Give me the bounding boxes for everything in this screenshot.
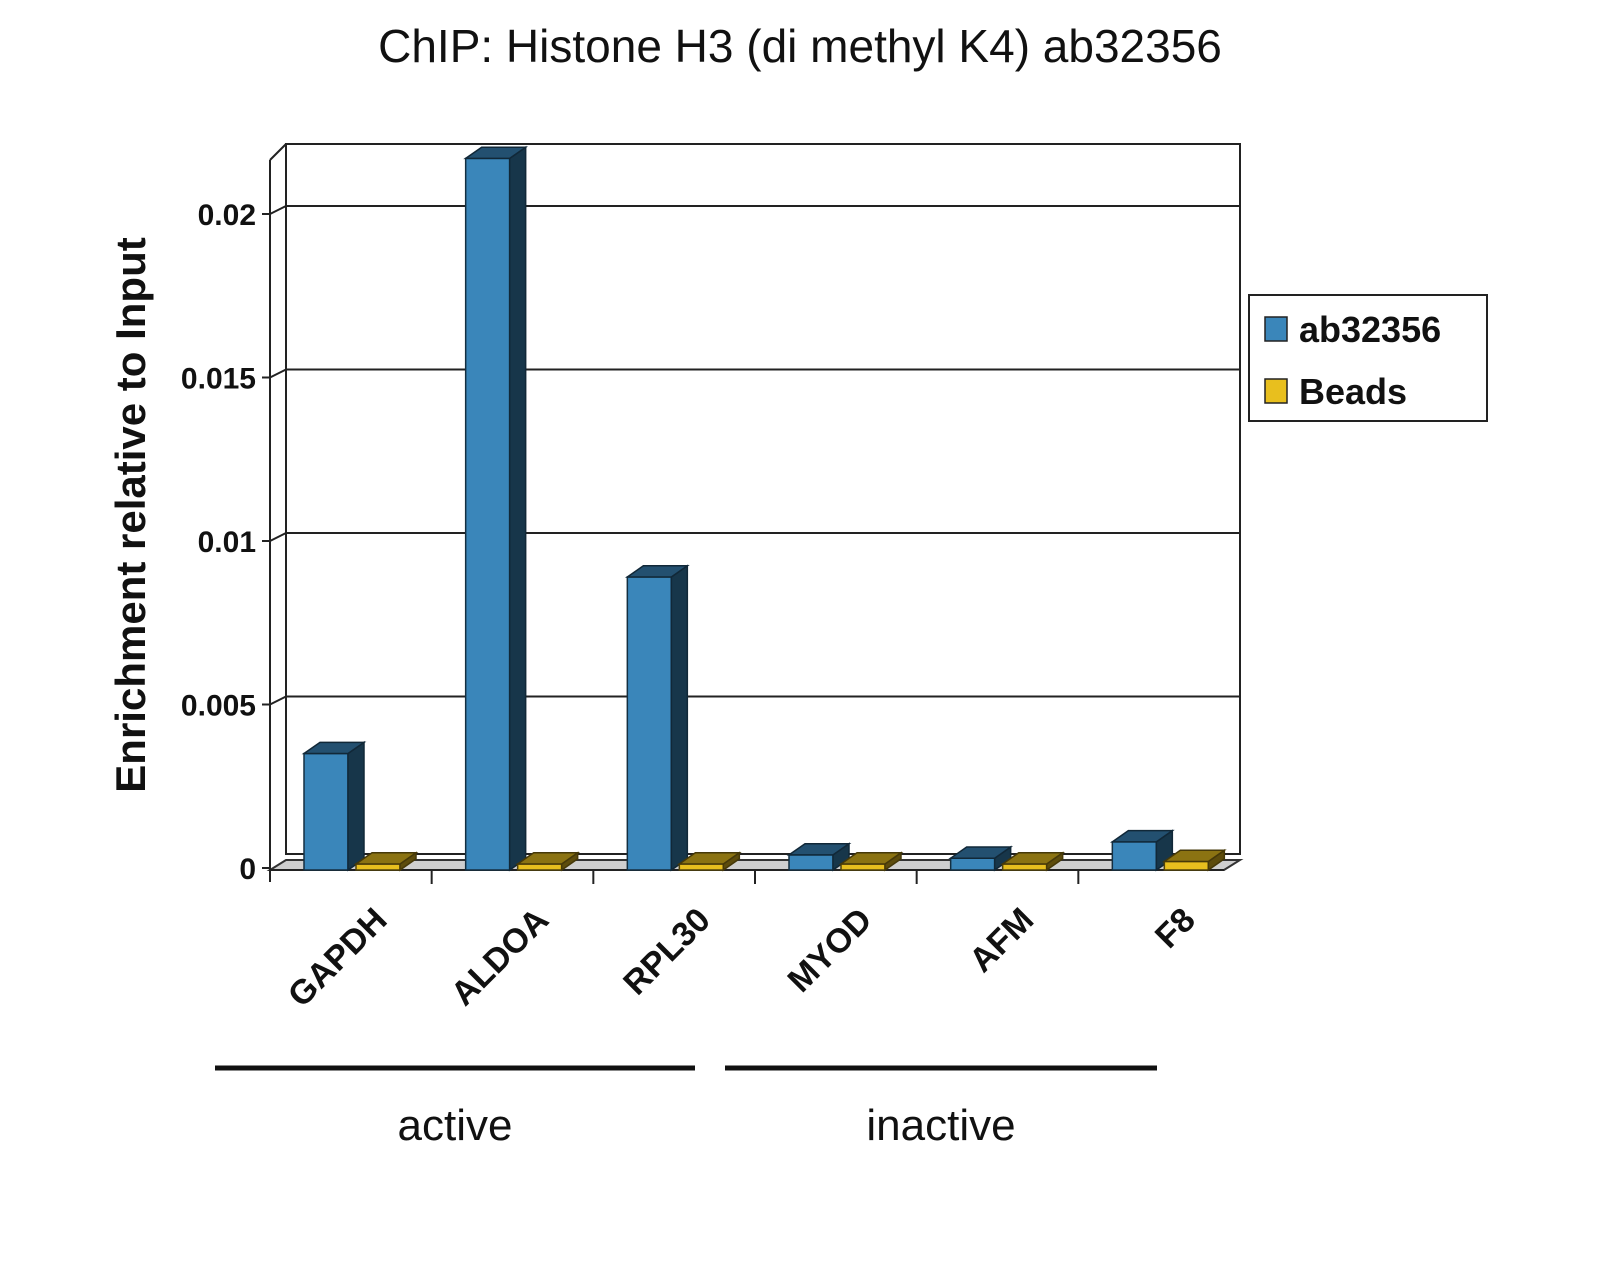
y-tick-label: 0.005: [181, 690, 256, 723]
bar-beads-myod: [838, 851, 904, 872]
plot-wall-corner: [269, 143, 287, 161]
bar-ab32356-afm-top: [948, 846, 1014, 859]
bar-ab32356-f8-front: [1111, 841, 1158, 871]
bar-beads-afm-top: [1000, 852, 1066, 865]
bar-ab32356-gapdh-side: [347, 740, 365, 872]
gridline-corner: [269, 532, 287, 542]
bar-ab32356-rpl30-side: [670, 564, 689, 872]
bar-ab32356-afm: [948, 845, 1014, 872]
bar-ab32356-aldoa: [463, 145, 529, 872]
bar-beads-afm: [1000, 851, 1066, 872]
x-tick-label: AFM: [962, 901, 1041, 980]
bar-beads-gapdh-top: [353, 852, 419, 865]
bar-ab32356-rpl30: [624, 564, 690, 872]
bar-beads-f8: [1161, 848, 1227, 872]
y-tick-label: 0.01: [198, 526, 256, 559]
bar-beads-aldoa-front: [516, 863, 563, 871]
bar-ab32356-aldoa-top: [463, 146, 529, 160]
bar-ab32356-myod: [786, 842, 852, 872]
bar-beads-gapdh: [353, 851, 419, 872]
x-tick-label: MYOD: [780, 901, 879, 1000]
bar-beads-rpl30-top: [676, 852, 742, 865]
group-label: active: [398, 1101, 513, 1150]
bar-ab32356-rpl30-front: [626, 576, 673, 871]
bar-beads-f8-top: [1161, 849, 1227, 863]
x-tick-label: ALDOA: [444, 901, 556, 1013]
legend-swatch: [1264, 378, 1288, 404]
legend-label: Beads: [1299, 371, 1407, 412]
bar-ab32356-aldoa-side: [508, 145, 527, 872]
bar-beads-rpl30-front: [678, 863, 725, 871]
gridline-corner: [269, 368, 287, 379]
bar-ab32356-gapdh: [301, 740, 367, 872]
plot-floor: [266, 859, 1244, 871]
bar-beads-rpl30: [676, 851, 742, 872]
x-tick-label: RPL30: [616, 901, 718, 1003]
bar-ab32356-myod-front: [788, 854, 834, 871]
gridline-corner: [269, 205, 287, 215]
x-tick-label: F8: [1148, 901, 1203, 956]
bar-ab32356-gapdh-front: [303, 752, 349, 871]
plot-area: 0 0.005 0.01 0.015 0.02 GAPDH ALDOA RPL30 MYOD AF…: [181, 143, 1244, 1150]
legend-label: ab32356: [1299, 309, 1441, 350]
legend-swatch: [1264, 316, 1288, 342]
y-tick-label: 0: [239, 853, 256, 886]
bar-beads-f8-front: [1163, 860, 1210, 871]
bar-beads-aldoa-top: [515, 852, 581, 865]
bar-ab32356-afm-front: [949, 857, 996, 871]
group-label: inactive: [866, 1101, 1015, 1150]
plot-back-wall: [285, 143, 1241, 855]
y-tick-label: 0.02: [198, 199, 256, 232]
x-tick-label: GAPDH: [281, 901, 395, 1015]
bar-beads-myod-top: [838, 852, 904, 865]
chart-legend: ab32356 Beads: [1248, 294, 1488, 422]
y-axis-label: Enrichment relative to Input: [107, 237, 154, 792]
bar-ab32356-aldoa-front: [464, 157, 511, 871]
bar-ab32356-f8: [1109, 829, 1175, 872]
bar-beads-myod-front: [840, 863, 886, 871]
legend-box: [1248, 294, 1488, 422]
bar-ab32356-gapdh-top: [301, 741, 367, 755]
bar-beads-gapdh-front: [355, 863, 401, 871]
bar-beads-afm-front: [1001, 863, 1048, 871]
y-tick-label: 0.015: [181, 363, 256, 396]
bar-ab32356-f8-top: [1109, 829, 1175, 843]
bar-ab32356-rpl30-top: [624, 565, 690, 578]
gridline-corner: [269, 695, 287, 706]
chart-title: ChIP: Histone H3 (di methyl K4) ab32356: [378, 20, 1222, 72]
bar-beads-aldoa: [515, 851, 581, 872]
bar-ab32356-myod-top: [786, 842, 852, 856]
